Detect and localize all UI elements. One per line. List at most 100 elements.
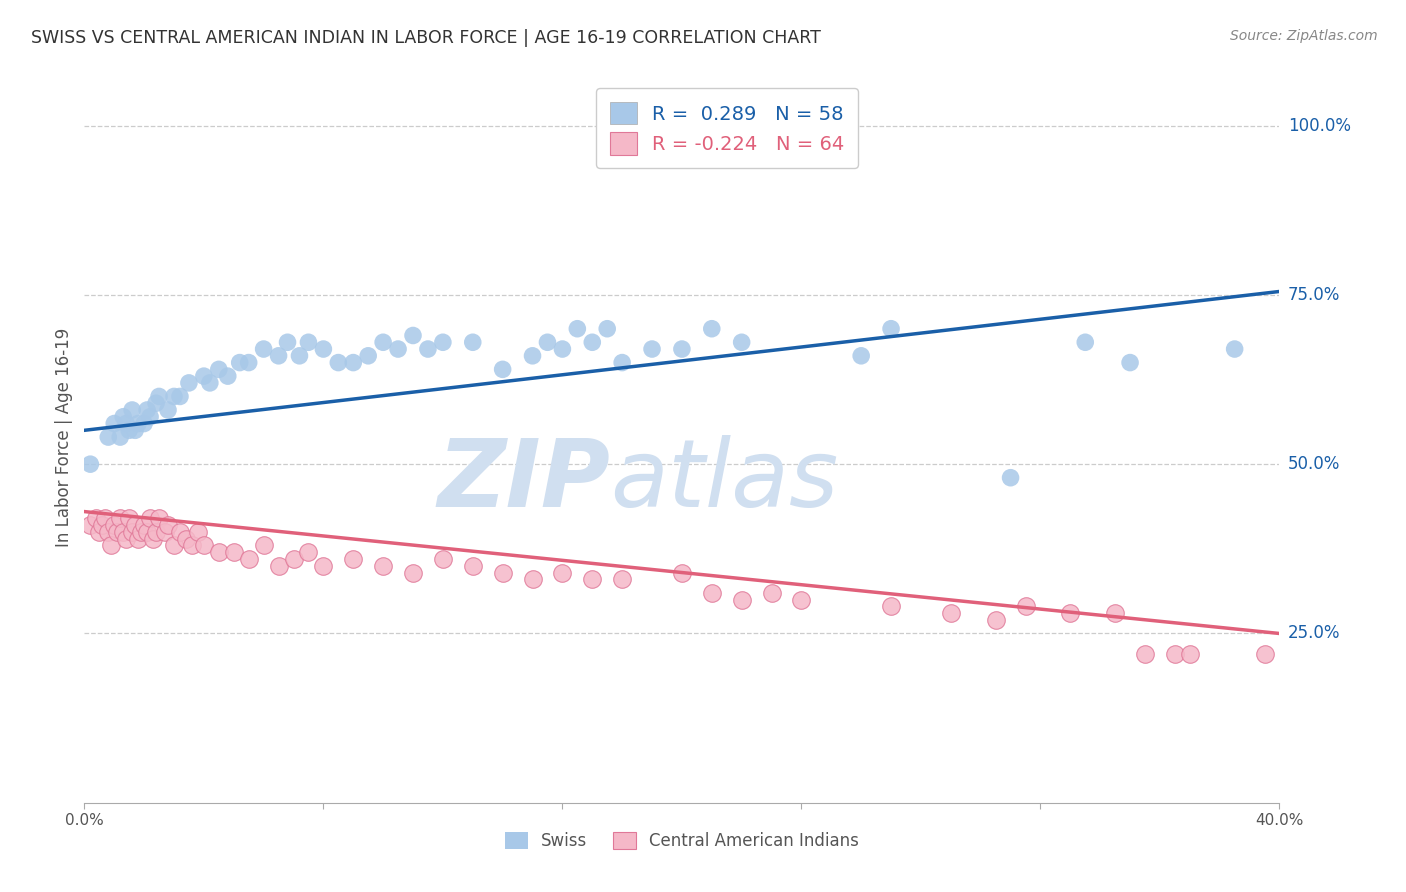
Point [288,349,311,363]
Point [700,586,723,600]
Point [432,552,454,566]
Point [596,322,619,336]
Point [132,518,156,533]
Point [139,409,162,424]
Point [110,511,132,525]
Point [208,545,231,559]
Point [148,389,170,403]
Point [208,362,231,376]
Point [581,572,603,586]
Point [1133,647,1156,661]
Point [145,524,167,539]
Point [193,369,215,384]
Point [1014,599,1036,614]
Text: atlas: atlas [610,435,838,526]
Point [139,511,162,525]
Point [253,538,276,552]
Point [461,335,484,350]
Point [228,355,252,369]
Point [612,572,634,586]
Point [939,606,962,620]
Point [432,335,454,350]
Point [187,524,209,539]
Point [112,409,135,424]
Text: 75.0%: 75.0% [1288,285,1340,304]
Point [790,592,813,607]
Point [536,335,558,350]
Point [115,532,138,546]
Point [851,349,873,363]
Point [1000,471,1022,485]
Point [91,518,114,533]
Point [612,355,634,369]
Point [174,532,197,546]
Point [103,518,125,533]
Point [402,566,425,580]
Point [267,349,290,363]
Point [217,369,239,384]
Point [100,538,122,552]
Point [761,586,783,600]
Point [157,518,180,533]
Point [105,524,128,539]
Point [193,538,215,552]
Y-axis label: In Labor Force | Age 16-19: In Labor Force | Age 16-19 [55,327,73,547]
Point [124,423,146,437]
Point [127,532,149,546]
Point [1074,335,1097,350]
Point [522,349,544,363]
Point [169,524,191,539]
Point [312,342,335,356]
Point [283,552,305,566]
Point [641,342,664,356]
Point [1104,606,1126,620]
Point [342,552,364,566]
Point [238,355,260,369]
Point [181,538,204,552]
Point [157,403,180,417]
Point [1119,355,1142,369]
Point [103,417,125,431]
Point [121,524,143,539]
Point [129,524,152,539]
Point [136,524,159,539]
Point [198,376,221,390]
Point [79,457,101,471]
Point [277,335,299,350]
Point [1178,647,1201,661]
Point [253,342,276,356]
Point [1223,342,1246,356]
Point [1059,606,1081,620]
Point [1253,647,1275,661]
Point [1164,647,1187,661]
Point [136,403,159,417]
Point [145,396,167,410]
Point [121,403,143,417]
Point [731,335,754,350]
Point [238,552,260,566]
Point [671,566,693,580]
Text: 100.0%: 100.0% [1288,117,1351,135]
Point [880,599,903,614]
Point [177,376,200,390]
Point [492,566,515,580]
Point [671,342,693,356]
Text: 25.0%: 25.0% [1288,624,1340,642]
Point [89,524,111,539]
Point [267,558,290,573]
Point [112,524,135,539]
Text: ZIP: ZIP [437,435,610,527]
Point [169,389,191,403]
Point [416,342,439,356]
Point [312,558,335,573]
Point [731,592,754,607]
Point [222,545,245,559]
Point [984,613,1007,627]
Point [132,417,156,431]
Point [148,511,170,525]
Text: SWISS VS CENTRAL AMERICAN INDIAN IN LABOR FORCE | AGE 16-19 CORRELATION CHART: SWISS VS CENTRAL AMERICAN INDIAN IN LABO… [31,29,821,46]
Point [297,335,319,350]
Point [297,545,319,559]
Legend: Swiss, Central American Indians: Swiss, Central American Indians [498,825,866,856]
Point [357,349,380,363]
